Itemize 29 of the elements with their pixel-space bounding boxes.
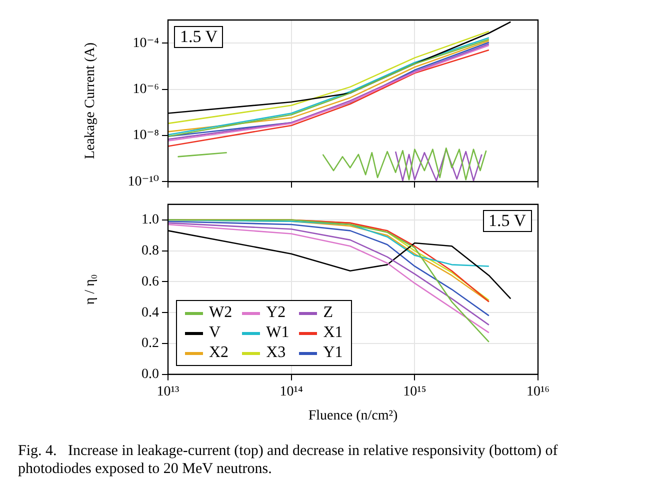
- y-tick-label: 0.6: [142, 274, 159, 290]
- legend-label: Z: [323, 304, 333, 322]
- legend-label: W1: [266, 324, 290, 342]
- x-tick-label: 10¹⁴: [280, 384, 303, 400]
- legend-label: X2: [209, 344, 229, 362]
- y-tick-label: 0.4: [142, 305, 159, 320]
- legend-label: W2: [209, 304, 232, 322]
- y-tick-label: 0.0: [142, 367, 159, 382]
- annotation: 1.5 V: [174, 26, 224, 48]
- x-axis-title: Fluence (n/cm²): [308, 408, 398, 424]
- y-axis-title: Leakage Current (A): [83, 42, 98, 160]
- y-tick-label: 10⁻⁴: [132, 36, 160, 51]
- legend-label: Y2: [266, 304, 286, 322]
- legend-label: X3: [266, 344, 286, 362]
- y-tick-label: 10⁻⁸: [132, 128, 160, 144]
- y-axis-title: η / η₀: [83, 274, 98, 305]
- x-tick-label: 10¹³: [156, 384, 180, 400]
- x-tick-label: 10¹⁵: [403, 384, 426, 400]
- x-tick-label: 10¹⁶: [526, 384, 550, 400]
- y-tick-label: 0.2: [142, 336, 159, 352]
- annotation: 1.5 V: [482, 210, 532, 232]
- legend-label: Y1: [323, 344, 343, 362]
- y-tick-label: 0.8: [142, 243, 159, 258]
- y-tick-label: 10⁻¹⁰: [128, 174, 160, 190]
- caption: Fig. 4. Increase in leakage-current (top) and decrease in relative responsivity (bottom) of photodiodes exposed to 20 MeV neutrons.: [17, 442, 559, 478]
- y-tick-label: 1.0: [142, 212, 159, 228]
- legend-label: X1: [323, 324, 343, 342]
- y-tick-label: 10⁻⁶: [132, 82, 160, 97]
- legend-label: V: [209, 324, 221, 342]
